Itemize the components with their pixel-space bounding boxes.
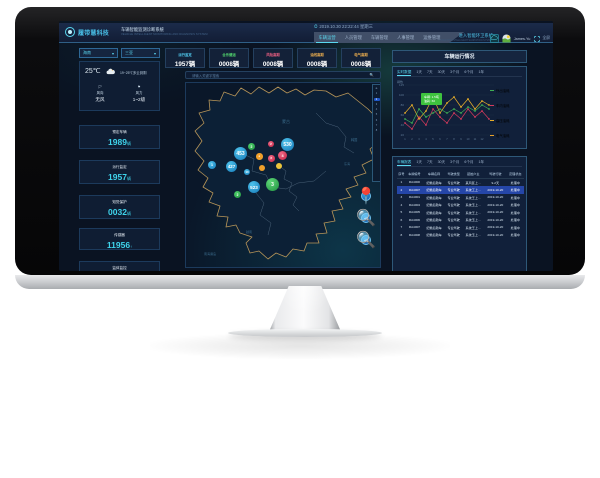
svg-text:40: 40 bbox=[401, 123, 405, 127]
svg-text:60: 60 bbox=[401, 113, 405, 117]
svg-text:韩国: 韩国 bbox=[351, 137, 357, 142]
svg-text:越南: 越南 bbox=[246, 229, 252, 234]
svg-text:6: 6 bbox=[439, 137, 441, 141]
svg-text:9: 9 bbox=[460, 137, 462, 141]
svg-text:125: 125 bbox=[399, 83, 404, 87]
svg-text:3: 3 bbox=[418, 137, 420, 141]
svg-text:4: 4 bbox=[425, 137, 427, 141]
svg-text:南海诸岛: 南海诸岛 bbox=[204, 251, 216, 256]
svg-text:7: 7 bbox=[446, 137, 448, 141]
svg-text:1: 1 bbox=[404, 137, 406, 141]
svg-text:蒙古: 蒙古 bbox=[282, 118, 290, 124]
svg-text:11: 11 bbox=[474, 137, 477, 141]
svg-text:12: 12 bbox=[481, 137, 484, 141]
svg-text:5: 5 bbox=[432, 137, 434, 141]
svg-text:东海: 东海 bbox=[344, 161, 350, 166]
svg-text:100: 100 bbox=[399, 93, 404, 97]
svg-text:10: 10 bbox=[467, 137, 470, 141]
svg-text:2: 2 bbox=[411, 137, 413, 141]
svg-text:20: 20 bbox=[401, 133, 405, 137]
svg-text:80: 80 bbox=[401, 103, 405, 107]
svg-text:8: 8 bbox=[453, 137, 455, 141]
